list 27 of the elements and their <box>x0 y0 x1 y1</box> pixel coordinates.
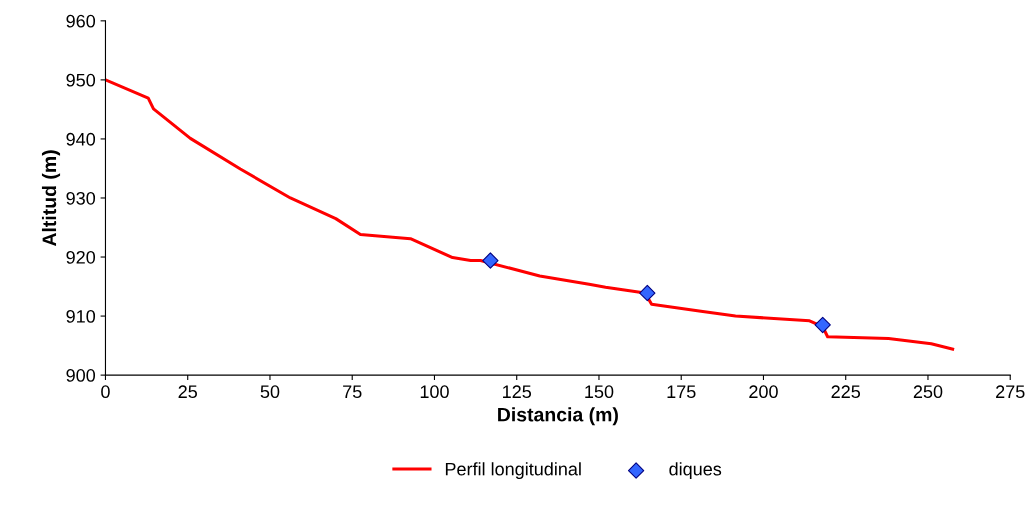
point <box>814 316 831 334</box>
legend-label: diques <box>669 462 722 480</box>
x-tick-label: 250 <box>913 385 943 399</box>
y-tick-label: 960 <box>66 14 96 28</box>
point <box>482 252 499 269</box>
y-tick-label: 910 <box>66 310 96 323</box>
point <box>639 284 656 302</box>
legend-label: Perfil longitudinal <box>445 462 581 480</box>
x-tick-label: 225 <box>831 385 861 399</box>
x-tick-label: 150 <box>585 385 614 399</box>
y-tick-label: 900 <box>66 369 96 382</box>
x-tick-label: 275 <box>996 385 1025 399</box>
y-axis-title: Altitud (m) <box>41 150 61 247</box>
x-tick-label: 100 <box>420 385 449 399</box>
x-tick-label: 125 <box>503 385 532 399</box>
x-tick-label: 0 <box>101 385 110 399</box>
x-tick-label: 50 <box>260 385 280 399</box>
x-tick-label: 175 <box>667 385 696 399</box>
x-tick-label: 200 <box>749 385 778 399</box>
y-tick-label: 930 <box>66 191 96 205</box>
y-tick-label: 940 <box>66 132 96 146</box>
x-tick-label: 75 <box>343 385 362 399</box>
x-axis-title: Distancia (m) <box>498 407 618 426</box>
line-series <box>105 78 955 351</box>
y-tick-label: 920 <box>66 250 96 264</box>
x-tick-label: 25 <box>178 385 197 399</box>
y-tick-label: 950 <box>66 73 96 87</box>
